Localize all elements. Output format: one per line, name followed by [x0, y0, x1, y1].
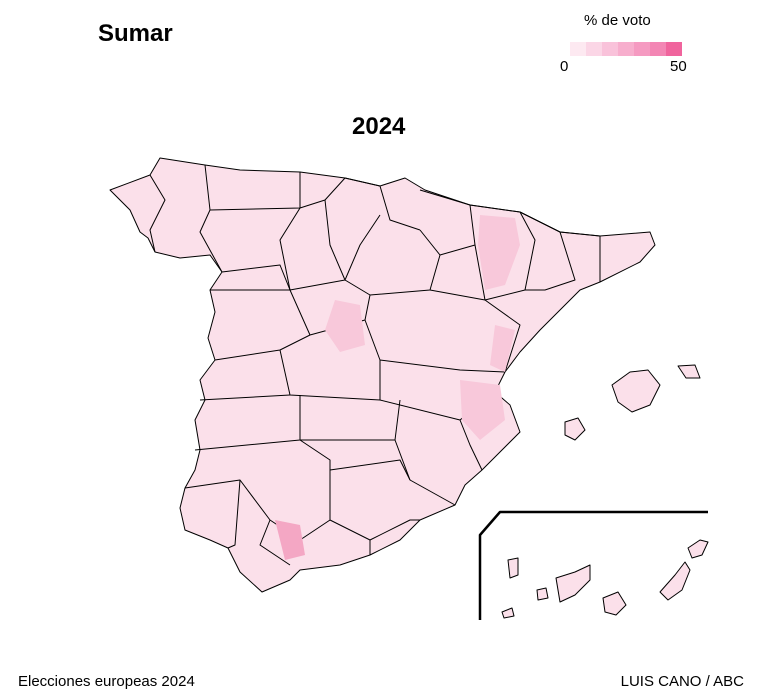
legend-min-label: 0	[560, 58, 569, 75]
el-hierro	[501, 607, 515, 619]
menorca	[677, 364, 701, 379]
mallorca	[611, 369, 661, 413]
legend-swatch-1	[586, 42, 602, 56]
color-legend: % de voto 0 50	[560, 12, 695, 82]
map-year: 2024	[352, 113, 406, 140]
gran-canaria	[602, 591, 627, 616]
legend-max-label: 50	[670, 58, 687, 75]
legend-gradient	[570, 42, 682, 56]
ibiza	[564, 417, 586, 441]
la-palma	[507, 557, 519, 579]
lanzarote	[687, 539, 709, 559]
legend-title: % de voto	[584, 12, 651, 29]
credit-note: LUIS CANO / ABC	[620, 673, 744, 690]
legend-swatch-2	[602, 42, 618, 56]
source-note: Elecciones europeas 2024	[18, 673, 195, 690]
legend-swatch-0	[570, 42, 586, 56]
legend-swatch-6	[666, 42, 682, 56]
la-gomera	[536, 587, 549, 601]
legend-swatch-5	[650, 42, 666, 56]
map-title: Sumar	[98, 20, 173, 47]
mainland-spain	[109, 157, 656, 593]
fuerteventura	[659, 561, 691, 601]
canary-inset-frame	[478, 510, 708, 620]
legend-swatch-4	[634, 42, 650, 56]
tenerife	[555, 564, 591, 603]
legend-swatch-3	[618, 42, 634, 56]
